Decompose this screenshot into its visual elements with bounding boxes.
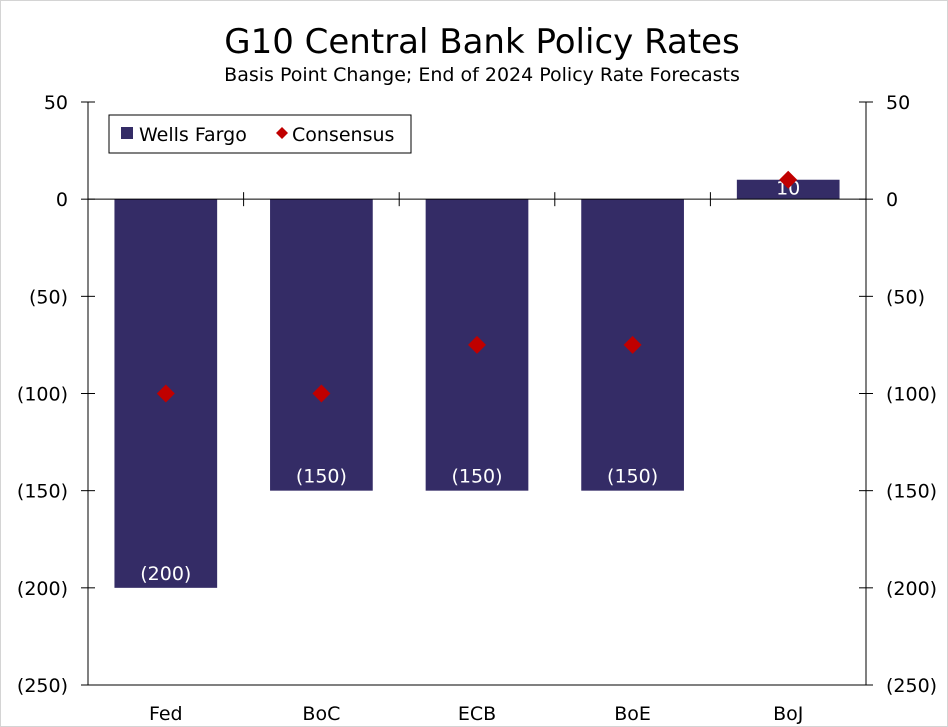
data-label-ecb: (150) bbox=[451, 466, 502, 488]
consensus-marker-boj bbox=[779, 170, 798, 189]
chart-title: G10 Central Bank Policy Rates bbox=[224, 22, 740, 62]
consensus-marker-boe bbox=[623, 335, 642, 354]
legend-label-wells-fargo: Wells Fargo bbox=[139, 124, 247, 146]
consensus-marker-ecb bbox=[468, 335, 486, 354]
x-tick-label-fed: Fed bbox=[149, 703, 183, 725]
bar-boj bbox=[736, 179, 840, 200]
data-label-boe: (150) bbox=[607, 466, 658, 488]
data-label-boc: (150) bbox=[296, 466, 347, 488]
y-tick-label-right: (150) bbox=[886, 481, 937, 503]
y-tick-label-right: 0 bbox=[886, 189, 898, 211]
y-tick-label-left: (50) bbox=[29, 286, 68, 308]
chart-subtitle: Basis Point Change; End of 2024 Policy R… bbox=[224, 64, 740, 86]
y-tick-label-right: (100) bbox=[886, 384, 937, 406]
data-labels-layer: (200)(150)(150)(150)10 bbox=[140, 178, 800, 585]
x-tick-label-boe: BoE bbox=[614, 703, 651, 725]
consensus-marker-boc bbox=[312, 384, 331, 403]
x-tick-label-boc: BoC bbox=[302, 703, 340, 725]
bar-boc bbox=[270, 199, 373, 491]
consensus-marker-fed bbox=[156, 384, 175, 403]
legend-swatch-consensus bbox=[276, 127, 288, 139]
legend-box bbox=[108, 114, 412, 154]
y-tick-label-left: 0 bbox=[56, 189, 68, 211]
y-tick-label-right: 50 bbox=[886, 92, 910, 114]
x-tick-label-boj: BoJ bbox=[773, 703, 803, 725]
legend: Wells Fargo Consensus bbox=[108, 114, 412, 154]
y-tick-label-right: (250) bbox=[886, 675, 937, 697]
y-tick-label-left: (150) bbox=[17, 481, 68, 503]
axes-layer: Fed BoC ECB BoE BoJ 50 50 0 0 (50) (50) (100) (100) (… bbox=[17, 92, 937, 725]
y-tick-label-left: (200) bbox=[17, 578, 68, 600]
y-tick-label-left: 50 bbox=[44, 92, 68, 114]
x-tick-label-ecb: ECB bbox=[458, 703, 496, 725]
markers-layer bbox=[156, 170, 798, 403]
bars-layer bbox=[114, 179, 840, 588]
y-tick-label-left: (250) bbox=[17, 675, 68, 697]
data-label-fed: (200) bbox=[140, 563, 191, 585]
legend-swatch-wells-fargo bbox=[121, 127, 133, 139]
y-tick-label-right: (50) bbox=[886, 286, 925, 308]
y-tick-label-right: (200) bbox=[886, 578, 937, 600]
y-tick-label-left: (100) bbox=[17, 384, 68, 406]
legend-label-consensus: Consensus bbox=[292, 124, 394, 146]
